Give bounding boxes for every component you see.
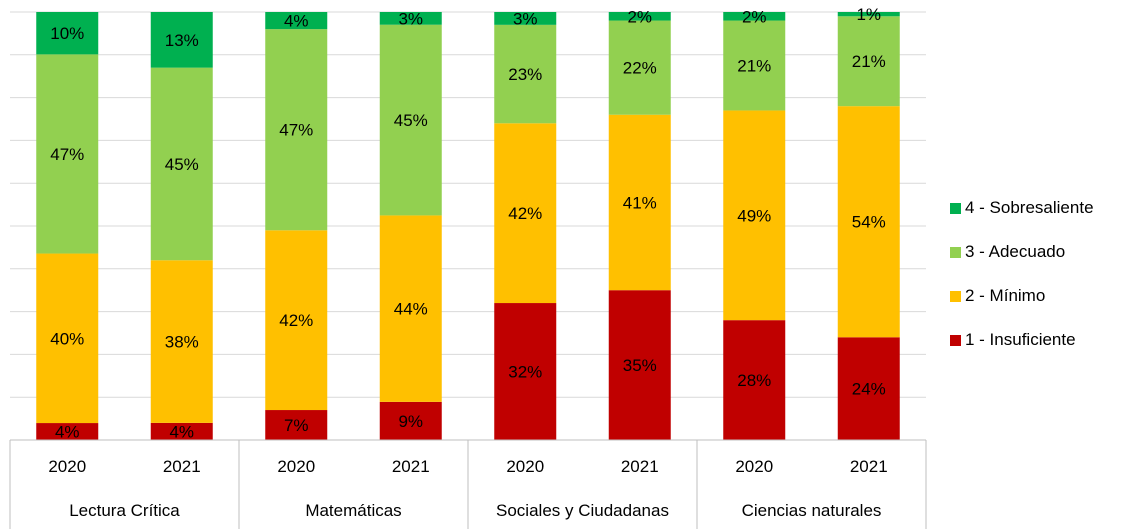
bar-segment [265, 410, 328, 440]
bar-segment [379, 12, 442, 25]
data-label: 4% [284, 12, 309, 31]
bar-segment [265, 230, 328, 411]
data-label: 3% [398, 9, 423, 28]
bar-segment [379, 401, 442, 440]
data-label: 45% [165, 155, 199, 174]
chart-legend: 4 - Sobresaliente 3 - Adecuado 2 - Mínimo 1… [950, 186, 1094, 362]
group-label: Ciencias naturales [742, 501, 882, 520]
data-label: 24% [852, 380, 886, 399]
legend-swatch [950, 246, 961, 258]
bar-segment [837, 337, 900, 440]
data-label: 1% [856, 5, 881, 24]
bar-segment [494, 24, 557, 124]
data-label: 47% [279, 121, 313, 140]
legend-label: 2 - Mínimo [965, 286, 1046, 305]
legend-label: 4 - Sobresaliente [965, 198, 1094, 217]
bar-segment [837, 12, 900, 17]
bar-segment [150, 67, 213, 261]
category-tick-label: 2020 [506, 457, 544, 476]
bar-segment [150, 260, 213, 423]
category-tick-label: 2021 [163, 457, 201, 476]
legend-swatch [950, 202, 961, 214]
data-label: 3% [513, 9, 538, 28]
bar-segment [36, 54, 99, 254]
data-label: 2% [627, 7, 652, 26]
data-label: 42% [279, 311, 313, 330]
bar-segment [723, 20, 786, 111]
data-label: 49% [737, 206, 771, 225]
stacked-bar-chart: 4% 40% 47% 10% 4% 38% 45% 13% 7% 42% 47% 4% 9% 44% 45%… [9, 5, 927, 529]
bar-segment [265, 29, 328, 231]
group-label: Sociales y Ciudadanas [496, 501, 669, 520]
legend-swatch [950, 334, 961, 346]
data-label: 42% [508, 204, 542, 223]
bar-segment [265, 12, 328, 30]
bar-segment [379, 24, 442, 216]
legend-item: 2 - Mínimo [950, 274, 1094, 318]
gridlines [10, 11, 926, 441]
data-label: 10% [50, 24, 84, 43]
category-tick-label: 2021 [392, 457, 430, 476]
bar-segment [723, 12, 786, 21]
bar-segment [36, 253, 99, 424]
legend-label: 1 - Insuficiente [965, 330, 1076, 349]
data-label: 38% [165, 333, 199, 352]
category-tick-label: 2020 [277, 457, 315, 476]
data-label: 2% [742, 7, 767, 26]
category-tick-label: 2020 [48, 457, 86, 476]
data-label: 22% [623, 59, 657, 78]
data-label: 7% [284, 416, 309, 435]
category-axis: Lectura Crítica Matemáticas Sociales y Ciu… [9, 439, 927, 529]
bar-segment [36, 423, 99, 440]
data-label: 4% [169, 422, 194, 441]
bar-segment [36, 12, 99, 55]
data-label: 13% [165, 31, 199, 50]
data-label: 32% [508, 363, 542, 382]
bar-segment [608, 114, 671, 291]
bar-segment [494, 12, 557, 25]
bar-stacks [36, 12, 900, 440]
group-label: Matemáticas [305, 501, 401, 520]
data-label: 35% [623, 356, 657, 375]
legend-item: 3 - Adecuado [950, 230, 1094, 274]
bar-segment [150, 422, 213, 440]
data-label: 45% [394, 111, 428, 130]
bar-segment [837, 16, 900, 107]
data-label: 54% [852, 213, 886, 232]
category-tick-label: 2020 [735, 457, 773, 476]
data-label: 23% [508, 65, 542, 84]
bar-segment [494, 303, 557, 440]
bar-segment [494, 123, 557, 304]
data-label: 41% [623, 193, 657, 212]
bar-segment [150, 12, 213, 68]
legend-swatch [950, 290, 961, 302]
data-label: 40% [50, 329, 84, 348]
data-label: 21% [737, 57, 771, 76]
data-label: 21% [852, 52, 886, 71]
bar-segment [608, 20, 671, 115]
data-label: 9% [398, 412, 423, 431]
data-label: 44% [394, 300, 428, 319]
bar-segment [608, 12, 671, 21]
legend-label: 3 - Adecuado [965, 242, 1066, 261]
category-tick-label: 2021 [621, 457, 659, 476]
data-labels: 4% 40% 47% 10% 4% 38% 45% 13% 7% 42% 47% 4% 9% 44% 45%… [50, 5, 886, 441]
legend-item: 4 - Sobresaliente [950, 186, 1094, 230]
data-label: 28% [737, 371, 771, 390]
data-label: 4% [55, 423, 80, 442]
category-tick-label: 2021 [850, 457, 888, 476]
bar-segment [608, 290, 671, 440]
bar-segment [723, 110, 786, 321]
group-label: Lectura Crítica [69, 501, 180, 520]
bar-segment [379, 215, 442, 402]
data-label: 47% [50, 145, 84, 164]
bar-segment [837, 106, 900, 338]
legend-item: 1 - Insuficiente [950, 318, 1094, 362]
bar-segment [723, 320, 786, 440]
